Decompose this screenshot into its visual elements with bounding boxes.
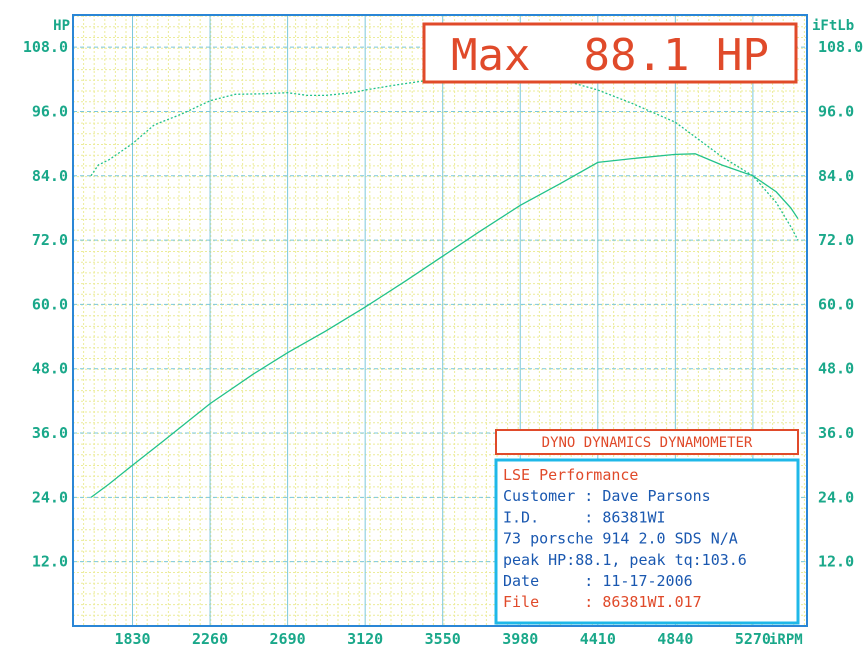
- x-tick-label: 2260: [192, 630, 228, 648]
- x-tick-labels: 1830 2260 2690 3120 3550 3980 4410 4840 5270: [114, 630, 771, 648]
- y-tick-label-left: 24.0: [32, 488, 68, 506]
- x-tick-label: 3120: [347, 630, 383, 648]
- x-tick-label: 4840: [657, 630, 693, 648]
- plot-frame: [72, 14, 808, 627]
- x-axis-unit: iRPM: [769, 632, 803, 648]
- y-tick-label-right: 48.0: [818, 360, 854, 378]
- info-line: Date : 11-17-2006: [503, 572, 693, 590]
- info-line: 73 porsche 914 2.0 SDS N/A: [503, 530, 738, 548]
- x-tick-label: 4410: [580, 630, 616, 648]
- y-tick-label-right: 12.0: [818, 553, 854, 571]
- info-line: I.D. : 86381WI: [503, 508, 666, 526]
- y-tick-label-left: 60.0: [32, 295, 68, 313]
- info-line: peak HP:88.1, peak tq:103.6: [503, 551, 747, 569]
- series-line-2: [90, 70, 799, 241]
- info-line: LSE Performance: [503, 466, 638, 484]
- info-line: File : 86381WI.017: [503, 593, 702, 611]
- y-tick-label-right: 72.0: [818, 231, 854, 249]
- x-tick-label: 3550: [425, 630, 461, 648]
- y-tick-label-left: 36.0: [32, 424, 68, 442]
- y-tick-label-right: 36.0: [818, 424, 854, 442]
- y-tick-label-right: 108.0: [818, 38, 863, 56]
- y-tick-label-right: 84.0: [818, 167, 854, 185]
- info-header: DYNO DYNAMICS DYNAMOMETER: [542, 435, 753, 451]
- info-box: [494, 458, 800, 625]
- info-header-box: [495, 429, 799, 455]
- series: [90, 70, 799, 498]
- grid: [72, 15, 807, 627]
- y-tick-label-left: 108.0: [23, 38, 68, 56]
- info-lines: LSE Performance Customer : Dave Parsons I.…: [503, 466, 747, 611]
- y-tick-label-left: 84.0: [32, 167, 68, 185]
- title-box: [422, 22, 798, 84]
- y-tick-label-left: 96.0: [32, 102, 68, 120]
- x-tick-label: 2690: [270, 630, 306, 648]
- series-line-1: [90, 153, 799, 498]
- left-axis-unit: HP: [53, 18, 70, 34]
- y-tick-labels-left: 12.0 24.0 36.0 48.0 60.0 72.0 84.0 96.0 108.0: [23, 38, 68, 571]
- right-axis-unit: iFtLb: [812, 18, 854, 34]
- y-tick-label-right: 24.0: [818, 488, 854, 506]
- x-tick-label: 5270: [735, 630, 771, 648]
- y-tick-label-left: 12.0: [32, 553, 68, 571]
- y-tick-label-left: 48.0: [32, 360, 68, 378]
- y-tick-labels-right: 12.0 24.0 36.0 48.0 60.0 72.0 84.0 96.0 108.0: [818, 38, 863, 571]
- y-tick-label-left: 72.0: [32, 231, 68, 249]
- info-line: Customer : Dave Parsons: [503, 487, 711, 505]
- chart-title: Max 88.1 HP: [451, 30, 769, 81]
- y-tick-label-right: 60.0: [818, 295, 854, 313]
- x-tick-label: 3980: [502, 630, 538, 648]
- x-tick-label: 1830: [114, 630, 150, 648]
- y-tick-label-right: 96.0: [818, 102, 854, 120]
